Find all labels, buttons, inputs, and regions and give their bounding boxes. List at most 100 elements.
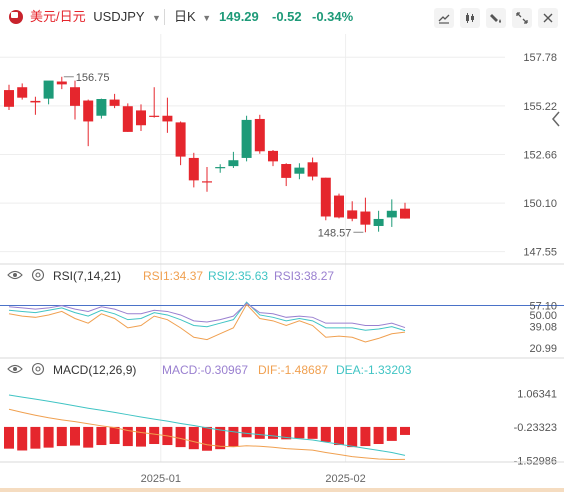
macd-histogram-bar — [307, 426, 318, 439]
candle-body — [294, 167, 305, 174]
draw-tool-button[interactable] — [434, 8, 454, 28]
price-pane: 156.75 148.57 — [4, 72, 410, 239]
candle-body — [347, 210, 358, 219]
y-axis-tick: 147.55 — [523, 247, 557, 259]
toolbar-divider — [164, 9, 165, 25]
candle-body — [30, 100, 41, 103]
candle-body — [175, 122, 186, 157]
macd-header: MACD(12,26,9) MACD:-0.30967 DIF:-1.48687… — [7, 362, 412, 377]
macd-histogram-bar — [400, 426, 410, 435]
y-axis-tick: 39.08 — [529, 322, 557, 334]
y-axis-tick: 150.10 — [523, 198, 557, 210]
fullscreen-button[interactable] — [512, 8, 532, 28]
close-icon — [543, 13, 553, 23]
period-dropdown-icon: ▼ — [202, 13, 212, 23]
macd-histogram-bar — [4, 426, 14, 449]
candle-body — [83, 100, 94, 122]
candle-body — [109, 99, 120, 106]
draw-tool-icon — [438, 14, 450, 24]
candle-body — [17, 87, 28, 98]
period-selector[interactable]: 日K ▼ — [174, 8, 211, 27]
macd-label: MACD:-0.30967 — [162, 363, 248, 377]
price-change-percent: -0.34% — [312, 9, 354, 24]
macd-pane — [4, 394, 410, 460]
color-icon — [490, 14, 501, 23]
candle-body — [254, 118, 265, 152]
candle-body — [122, 106, 133, 132]
macd-histogram-bar — [43, 426, 54, 448]
macd-histogram-bar — [254, 426, 265, 439]
candle-body — [4, 90, 14, 107]
candle-body — [307, 162, 318, 177]
currency-flag-icon — [9, 10, 23, 24]
macd-histogram-bar — [281, 426, 292, 440]
collapse-arrow-icon[interactable] — [552, 111, 560, 127]
settings-icon[interactable] — [31, 268, 45, 282]
high-price-label: 156.75 — [76, 72, 110, 84]
dif-label: DIF:-1.48687 — [258, 363, 328, 377]
symbol-selector[interactable]: 美元/日元 USDJPY ▼ — [30, 8, 161, 27]
candle-body — [281, 164, 292, 178]
candle-body — [268, 150, 278, 162]
candle-body — [43, 80, 54, 99]
macd-histogram-bar — [241, 426, 252, 438]
indicator-button[interactable] — [460, 8, 480, 28]
macd-title: MACD(12,26,9) — [53, 363, 136, 377]
macd-histogram-bar — [96, 426, 107, 446]
rsi-header: RSI(7,14,21) RSI1:34.37 RSI2:35.63 RSI3:… — [7, 268, 334, 283]
color-button[interactable] — [486, 8, 506, 28]
macd-histogram-bar — [17, 426, 28, 451]
indicator-icon — [466, 13, 474, 23]
y-axis-tick: -0.23323 — [514, 422, 557, 434]
candle-body — [149, 115, 160, 117]
price-change: -0.52 — [272, 9, 302, 24]
close-button[interactable] — [538, 8, 558, 28]
x-axis-label: 2025-01 — [141, 473, 181, 485]
y-axis-tick: 50.00 — [529, 310, 557, 322]
candle-body — [202, 181, 212, 183]
fullscreen-icon — [516, 12, 528, 24]
rsi-series-line — [8, 302, 406, 329]
macd-histogram-bar — [149, 426, 160, 445]
dif-line — [8, 408, 406, 460]
bottom-range-bar — [0, 488, 564, 492]
macd-histogram-bar — [320, 426, 331, 442]
macd-histogram-bar — [347, 426, 358, 448]
dea-label: DEA:-1.33203 — [336, 363, 412, 377]
eye-icon[interactable] — [7, 364, 23, 374]
candle-body — [162, 115, 173, 122]
symbol-dropdown-icon: ▼ — [151, 13, 161, 23]
macd-histogram-bar — [228, 426, 239, 447]
y-axis-tick: 20.99 — [529, 343, 557, 355]
y-axis-tick: 152.66 — [523, 150, 557, 162]
candle-body — [228, 160, 239, 167]
period-label: 日K — [174, 9, 196, 24]
macd-histogram-bar — [188, 426, 199, 450]
x-axis-label: 2025-02 — [325, 473, 365, 485]
settings-icon[interactable] — [31, 362, 45, 376]
macd-histogram-bar — [386, 426, 397, 441]
rsi-series-line — [8, 301, 406, 332]
macd-histogram-bar — [109, 426, 120, 445]
y-axis-tick: -1.52986 — [514, 455, 557, 467]
macd-histogram-bar — [136, 426, 146, 447]
macd-histogram-bar — [202, 426, 212, 451]
axis-labels: 2025-01 2025-02 157.78 155.22 152.66 150.10 14… — [141, 52, 557, 485]
candle-body — [215, 167, 226, 169]
eye-icon[interactable] — [7, 270, 23, 280]
macd-histogram-bar — [122, 426, 133, 447]
candle-body — [70, 87, 80, 106]
symbol-code: USDJPY — [93, 9, 145, 24]
candle-body — [373, 218, 384, 226]
rsi-title: RSI(7,14,21) — [53, 269, 121, 283]
candle-body — [96, 99, 107, 116]
rsi-series-line — [8, 303, 406, 343]
candle-body — [400, 208, 410, 219]
y-axis-tick: 157.78 — [523, 52, 557, 64]
macd-histogram-bar — [334, 426, 344, 446]
rsi2-label: RSI2:35.63 — [208, 269, 268, 283]
candle-body — [386, 210, 397, 218]
candle-body — [188, 157, 199, 181]
